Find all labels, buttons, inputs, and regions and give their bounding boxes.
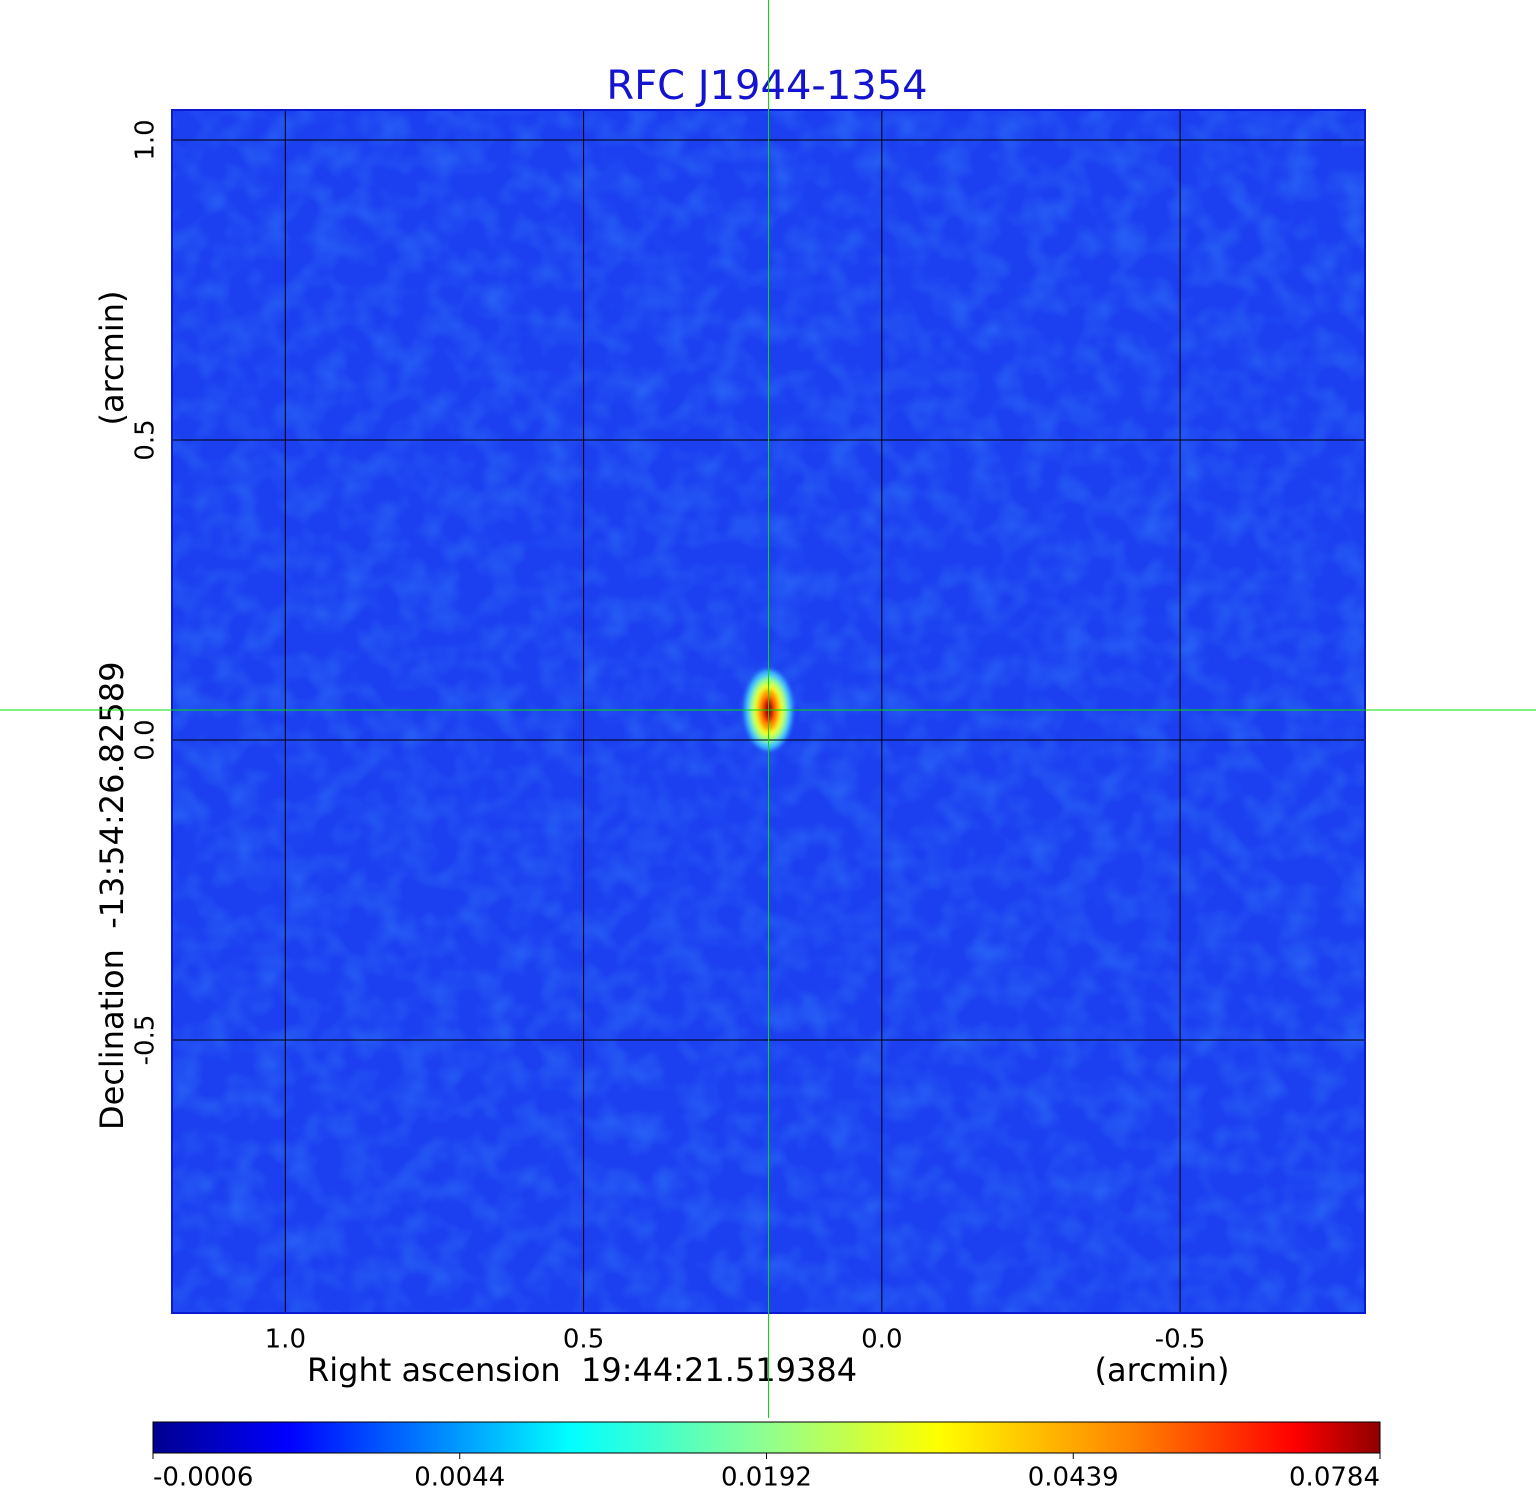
x-axis-unit: (arcmin) bbox=[1095, 1351, 1230, 1389]
chart-title: RFC J1944-1354 bbox=[606, 63, 927, 109]
colorbar-tick-label: 0.0784 bbox=[1289, 1463, 1380, 1493]
y-tick-label: -0.5 bbox=[131, 1015, 161, 1066]
x-tick-label: -0.5 bbox=[1155, 1325, 1206, 1355]
x-tick-label: 1.0 bbox=[265, 1325, 306, 1355]
y-tick-label: 1.0 bbox=[131, 119, 161, 160]
colorbar-tick-label: -0.0006 bbox=[153, 1463, 253, 1493]
x-tick-label: 0.0 bbox=[861, 1325, 902, 1355]
y-tick-label: 0.0 bbox=[131, 719, 161, 760]
y-axis-unit: (arcmin) bbox=[93, 291, 131, 426]
colorbar-tick-label: 0.0439 bbox=[1028, 1463, 1119, 1493]
colorbar bbox=[152, 1421, 1381, 1454]
y-tick-label: 0.5 bbox=[131, 419, 161, 460]
x-axis-label: Right ascension 19:44:21.519384 bbox=[307, 1351, 857, 1389]
x-tick-label: 0.5 bbox=[563, 1325, 604, 1355]
colorbar-tick-label: 0.0044 bbox=[414, 1463, 505, 1493]
y-axis-label: Declination -13:54:26.82589 bbox=[93, 662, 131, 1130]
colorbar-tick-label: 0.0192 bbox=[721, 1463, 812, 1493]
